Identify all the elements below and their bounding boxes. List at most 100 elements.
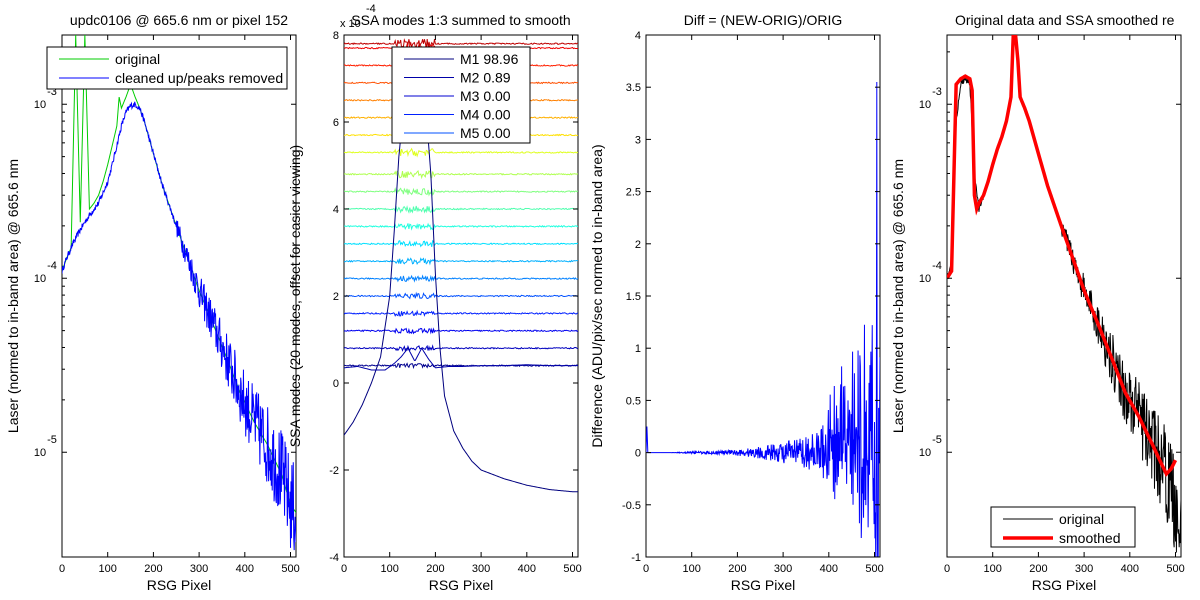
x-tick-label: 100 [984,563,1002,575]
chart-p2: 0 100 200 300 400 500 -4 -2 0 2 4 6 8 SSA modes 1:3 s… [287,3,582,593]
mode-20-line [344,38,578,50]
x-tick-label: 300 [774,563,792,575]
legend-label: cleaned up/peaks removed [115,70,283,86]
legend-label: M3 0.00 [460,88,511,104]
y-tick-label: 3.5 [626,82,641,94]
y-tick-label: 8 [333,30,339,42]
x-tick-label: 400 [236,563,254,575]
x-tick-label: 200 [144,563,162,575]
x-tick-label: 300 [472,563,490,575]
series-cleaned-up-peaks-removed [62,101,296,551]
y-tick-label: 10 [34,273,46,285]
series-original [947,35,1181,553]
x-tick-label: 500 [1166,563,1184,575]
legend-box [391,46,531,144]
y-tick-label: -0.5 [622,500,641,512]
y-tick-label: 2 [635,239,641,251]
plot-area [62,35,296,551]
series-original [62,35,296,513]
chart-p3: 0 100 200 300 400 500 -1 -0.5 0 0.5 1 1.5 2 2.5 3 3.5 4 D… [589,12,884,593]
y-tick-label: 3 [635,134,641,146]
y-tick-label: 4 [333,204,339,216]
x-tick-label: 100 [99,563,117,575]
mode-6-line [344,274,578,283]
y-axis-label: Difference (ADU/pix/sec normed to in-ban… [589,144,605,447]
series-smoothed [947,35,1178,478]
chart-title: Original data and SSA smoothed re [955,12,1175,28]
y-tick-label: -1 [631,552,641,564]
chart-title: Diff = (NEW-ORIG)/ORIG [684,12,843,28]
x-axis-label: RSG Pixel [147,577,212,593]
x-tick-label: 500 [563,563,581,575]
plot-area [947,35,1181,553]
mode-10-line [344,205,578,214]
mode-1-line [344,362,578,370]
x-tick-label: 100 [683,563,701,575]
plot-area [344,38,578,493]
legend-label: M5 0.00 [460,125,511,141]
y-tick-label: 6 [333,117,339,129]
x-tick-label: 100 [381,563,399,575]
x-tick-label: 200 [426,563,444,575]
exponent-label: x 10 [340,18,361,30]
y-tick-label: 10 [919,273,931,285]
mode-5-line [344,291,578,300]
x-tick-label: 200 [1029,563,1047,575]
legend-label: M1 98.96 [460,51,519,67]
y-tick-label: -4 [329,552,339,564]
y-tick-exponent: -3 [47,86,57,98]
y-axis-label: Laser (normed to in-band area) @ 665.6 n… [5,159,21,433]
x-axis-label: RSG Pixel [1032,577,1097,593]
mode-2-line [344,344,578,352]
series-m1 [344,99,578,493]
mode-3-line [344,327,578,335]
x-tick-label: 400 [1121,563,1139,575]
series-m2 [344,347,578,371]
legend: original smoothed [990,506,1136,548]
legend-label: original [1059,511,1104,527]
plot-frame [645,34,881,558]
y-tick-label: 0 [333,378,339,390]
y-tick-label: 10 [919,99,931,111]
mode-7-line [344,257,578,266]
y-axis-label: SSA modes (20 modes, offset for easier v… [287,145,303,447]
y-tick-exponent: -5 [932,434,942,446]
x-tick-label: 300 [1075,563,1093,575]
y-tick-label: 2.5 [626,187,641,199]
mode-8-line [344,239,578,248]
y-tick-label: 10 [919,447,931,459]
x-tick-label: 0 [59,563,65,575]
mode-13-line [344,147,578,158]
chart-title: updc0106 @ 665.6 nm or pixel 152 [70,12,288,28]
legend: original cleaned up/peaks removed [46,46,288,90]
y-tick-label: 1 [635,343,641,355]
x-axis-label: RSG Pixel [731,577,796,593]
x-tick-label: 300 [190,563,208,575]
y-tick-exponent: -5 [47,434,57,446]
series-diff [646,81,880,557]
y-tick-label: 10 [34,99,46,111]
x-axis-label: RSG Pixel [429,577,494,593]
legend-label: original [115,51,160,67]
y-tick-exponent: -3 [932,86,942,98]
mode-9-line [344,222,578,231]
y-tick-label: -2 [329,465,339,477]
plot-frame [61,34,297,558]
y-tick-label: 10 [34,447,46,459]
plot-frame [946,34,1182,558]
legend-label: smoothed [1059,530,1120,546]
y-tick-label: 0 [635,448,641,460]
y-tick-label: 4 [635,30,641,42]
y-tick-exponent: -4 [932,260,942,272]
x-tick-label: 0 [341,563,347,575]
legend-label: M2 0.89 [460,70,511,86]
plot-area [646,81,880,557]
y-tick-label: 0.5 [626,395,641,407]
chart-title: SSA modes 1:3 summed to smooth [351,12,570,28]
x-tick-label: 500 [281,563,299,575]
legend-box [46,46,288,90]
x-tick-label: 400 [518,563,536,575]
